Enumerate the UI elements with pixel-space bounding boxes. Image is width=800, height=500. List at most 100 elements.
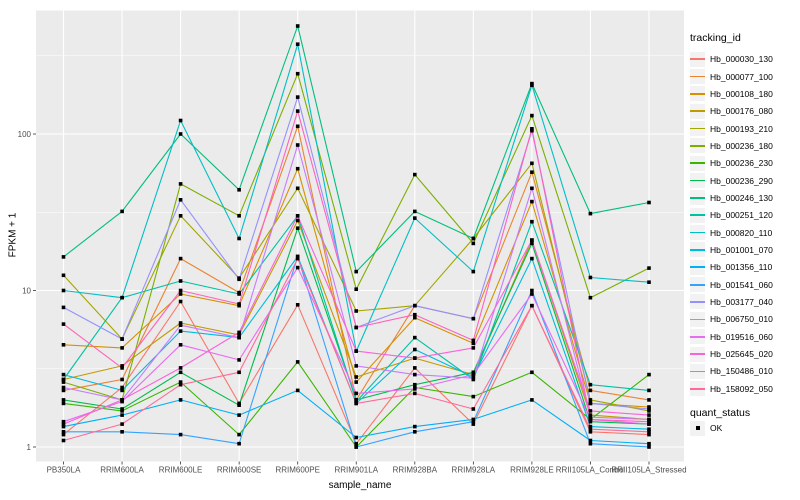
data-point — [471, 341, 476, 346]
data-point — [61, 322, 66, 326]
data-point — [647, 417, 651, 422]
data-point — [647, 372, 651, 377]
data-point — [647, 398, 651, 402]
legend-key — [690, 311, 705, 327]
data-point — [120, 422, 124, 426]
data-point — [413, 335, 417, 340]
data-point — [61, 419, 66, 424]
data-point — [354, 441, 358, 446]
legend-item-label: Hb_000108_180 — [710, 88, 773, 99]
legend-item-Hb_000820_110: Hb_000820_110 — [690, 224, 773, 241]
data-point — [471, 376, 476, 380]
data-point — [120, 337, 124, 341]
legend-key — [690, 346, 705, 362]
data-point — [647, 409, 651, 413]
legend-key — [690, 207, 705, 223]
data-point — [120, 385, 124, 390]
data-point — [647, 200, 651, 205]
data-point — [354, 287, 358, 291]
legend-item-label: Hb_000030_130 — [710, 54, 773, 65]
data-point — [178, 382, 183, 387]
data-point — [295, 388, 300, 393]
data-point — [530, 186, 534, 191]
x-tick-label: RRIM600SE — [217, 466, 261, 475]
legend-key — [690, 103, 705, 119]
x-tick-label: RRIM901LA — [334, 466, 378, 475]
data-point — [471, 407, 476, 411]
x-tick-label: RRIM928LA — [452, 466, 496, 475]
data-point — [295, 360, 300, 364]
legend-key — [690, 173, 705, 189]
data-point — [588, 430, 593, 434]
data-point — [471, 422, 476, 426]
data-point — [530, 303, 534, 308]
legend-item-Hb_000193_210: Hb_000193_210 — [690, 120, 773, 137]
data-point — [588, 417, 593, 422]
data-point — [237, 188, 241, 192]
legend-key — [690, 277, 705, 293]
legend-item-label: Hb_025645_020 — [710, 349, 773, 360]
legend-key — [690, 294, 705, 310]
data-point — [647, 413, 651, 417]
data-point — [237, 413, 241, 417]
data-point — [530, 161, 534, 166]
data-point — [647, 407, 651, 411]
data-point — [295, 124, 300, 129]
legend-item-Hb_158092_050: Hb_158092_050 — [690, 380, 773, 397]
data-point — [178, 256, 183, 261]
legend-key — [690, 242, 705, 258]
data-point — [237, 236, 241, 241]
data-point — [61, 255, 66, 259]
data-point — [588, 424, 593, 429]
legend-key — [690, 121, 705, 137]
legend-line-icon — [690, 58, 705, 61]
data-point — [588, 388, 593, 393]
data-point — [530, 398, 534, 402]
legend-item-label: Hb_000193_210 — [710, 123, 773, 134]
data-point — [471, 346, 476, 350]
data-point — [588, 382, 593, 387]
legend-item-label: Hb_000236_290 — [710, 175, 773, 186]
data-point — [61, 288, 66, 293]
data-point — [588, 419, 593, 424]
data-point — [120, 366, 124, 370]
data-point — [61, 432, 66, 437]
data-point — [413, 382, 417, 387]
data-point — [295, 254, 300, 259]
legend-key — [690, 86, 705, 102]
data-point — [530, 83, 534, 87]
legend-item-Hb_019516_060: Hb_019516_060 — [690, 328, 773, 345]
data-point — [530, 256, 534, 261]
legend-line-icon — [690, 127, 705, 130]
data-point — [530, 241, 534, 246]
legend-line-icon — [690, 249, 705, 251]
data-point — [178, 118, 183, 123]
data-point — [647, 427, 651, 431]
data-point — [647, 441, 651, 446]
data-point — [413, 312, 417, 317]
data-point — [178, 288, 183, 293]
legend-item-Hb_003177_040: Hb_003177_040 — [690, 293, 773, 310]
data-point — [61, 388, 66, 393]
legend-item-label: Hb_001541_060 — [710, 279, 773, 290]
data-point — [471, 370, 476, 375]
data-point — [237, 335, 241, 340]
data-point — [178, 323, 183, 327]
data-point — [354, 375, 358, 379]
legend-item-label: Hb_001356_110 — [710, 262, 773, 273]
data-point — [178, 321, 183, 325]
data-point — [354, 399, 358, 404]
data-point — [61, 401, 66, 406]
data-point — [120, 295, 124, 300]
data-point — [588, 275, 593, 280]
data-point — [237, 403, 241, 407]
data-point — [588, 295, 593, 300]
data-point — [413, 172, 417, 177]
legend-item-label: Hb_000246_130 — [710, 192, 773, 203]
data-point — [354, 269, 358, 274]
legend-item-Hb_000077_100: Hb_000077_100 — [690, 68, 773, 85]
legend-item-label: Hb_019516_060 — [710, 331, 773, 342]
legend-line-icon — [690, 370, 705, 373]
data-point — [647, 388, 651, 393]
